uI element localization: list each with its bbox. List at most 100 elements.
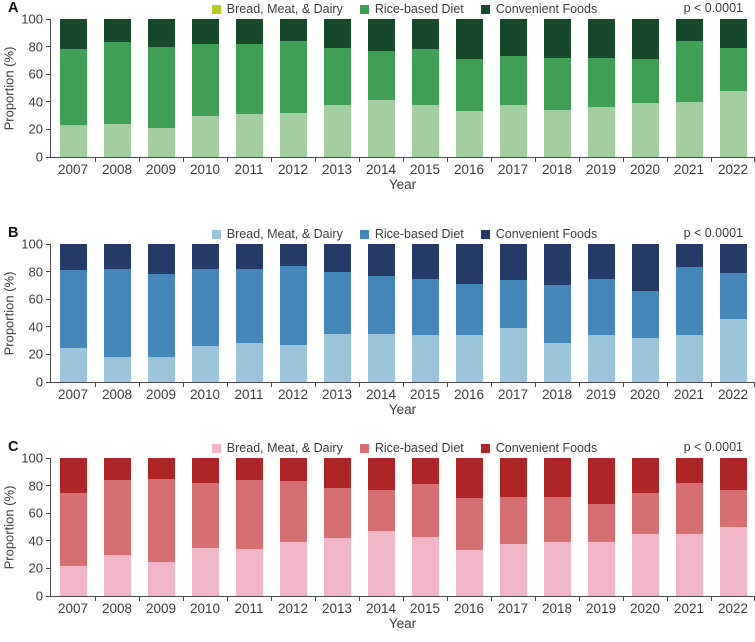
panel-a: A Bread, Meat, & Dairy Rice-based Diet C… <box>0 0 755 214</box>
bar-segment <box>719 90 747 157</box>
legend-item: Bread, Meat, & Dairy <box>211 227 343 241</box>
bar-segment <box>675 19 703 42</box>
bar-segment <box>587 57 615 108</box>
bar-segment <box>631 290 659 338</box>
x-tick-mark <box>579 597 580 601</box>
stacked-bar-2017 <box>499 458 527 596</box>
y-axis-title-c: Proportion (%) <box>1 485 17 569</box>
legend-swatch-convenient-foods <box>480 4 490 14</box>
x-tick-label: 2022 <box>717 387 749 402</box>
stacked-bar-2014 <box>367 244 395 382</box>
panel-b: B Bread, Meat, & Dairy Rice-based Diet C… <box>0 214 755 428</box>
x-tick-mark <box>403 383 404 387</box>
stacked-bar-2015 <box>411 244 439 382</box>
y-tick-mark <box>46 101 50 103</box>
bar-segment <box>191 268 219 347</box>
y-axis-a: 0 20 40 60 80 100 <box>18 13 50 164</box>
bar-segment <box>411 49 439 105</box>
x-tick-label: 2013 <box>321 162 353 177</box>
x-axis-title-b: Year <box>388 402 417 417</box>
x-tick-label: 2014 <box>365 162 397 177</box>
legend-label: Convenient Foods <box>495 227 598 241</box>
x-tick-mark <box>271 383 272 387</box>
panel-label-a: A <box>8 0 19 16</box>
bar-segment <box>323 271 351 334</box>
panel-b-header: B Bread, Meat, & Dairy Rice-based Diet C… <box>0 225 755 243</box>
x-tick-label: 2017 <box>497 601 529 616</box>
stacked-bar-2021 <box>675 19 703 157</box>
x-tick-label: 2009 <box>145 601 177 616</box>
bar-segment <box>587 335 615 382</box>
legend-item: Rice-based Diet <box>359 2 464 16</box>
x-tick-label: 2011 <box>234 162 264 177</box>
y-tick-label: 80 <box>28 264 43 280</box>
x-tick-mark <box>95 383 96 387</box>
x-tick-mark <box>139 158 140 162</box>
p-value-a: p < 0.0001 <box>683 1 743 15</box>
stacked-bar-2014 <box>367 458 395 596</box>
bar-segment <box>411 19 439 50</box>
bar-segment <box>675 101 703 157</box>
bar-segment <box>631 59 659 104</box>
y-axis-c: 0 20 40 60 80 100 <box>18 452 50 603</box>
bar-segment <box>147 357 175 382</box>
x-tick-label: 2012 <box>277 162 309 177</box>
stacked-bar-2022 <box>719 19 747 157</box>
bar-segment <box>631 103 659 157</box>
bar-segment <box>455 335 483 382</box>
x-tick-label: 2011 <box>234 387 264 402</box>
bar-segment <box>499 543 527 596</box>
bar-segment <box>235 480 263 550</box>
bar-segment <box>279 112 307 157</box>
bar-segment <box>279 244 307 267</box>
stacked-bar-2016 <box>455 244 483 382</box>
bar-segment <box>59 125 87 157</box>
bar-segment <box>719 273 747 319</box>
panel-c-header: C Bread, Meat, & Dairy Rice-based Diet C… <box>0 439 755 457</box>
bar-segment <box>499 328 527 382</box>
stacked-bar-2013 <box>323 19 351 157</box>
x-tick-mark <box>359 383 360 387</box>
bar-segment <box>147 458 175 479</box>
bar-segment <box>411 484 439 537</box>
bar-segment <box>719 318 747 382</box>
y-tick-label: 100 <box>21 11 43 27</box>
stacked-bar-2018 <box>543 19 571 157</box>
bar-segment <box>367 244 395 276</box>
legend-label: Bread, Meat, & Dairy <box>226 227 343 241</box>
legend-label: Bread, Meat, & Dairy <box>226 2 343 16</box>
y-tick-label: 80 <box>28 478 43 494</box>
y-tick-label: 40 <box>28 319 43 335</box>
bar-segment <box>147 561 175 596</box>
bar-segment <box>543 19 571 58</box>
x-tick-mark <box>535 597 536 601</box>
x-tick-mark <box>447 158 448 162</box>
legend-swatch-convenient-foods <box>480 229 490 239</box>
y-tick-label: 20 <box>28 560 43 576</box>
stacked-bar-2009 <box>147 458 175 596</box>
bar-segment <box>411 536 439 596</box>
bar-segment <box>235 268 263 344</box>
x-tick-label: 2009 <box>145 162 177 177</box>
bar-segment <box>235 114 263 157</box>
panel-a-header: A Bread, Meat, & Dairy Rice-based Diet C… <box>0 0 755 18</box>
bar-segment <box>279 542 307 596</box>
x-tick-mark <box>315 597 316 601</box>
x-tick-label: 2008 <box>101 162 133 177</box>
x-tick-mark <box>447 597 448 601</box>
x-tick-labels-b: 2007 2008 2009 2010 2011 2012 2013 2014 2015 2016… <box>51 383 755 402</box>
stacked-bar-2015 <box>411 458 439 596</box>
bar-segment <box>59 49 87 126</box>
x-tick-mark <box>315 383 316 387</box>
bar-segment <box>587 503 615 543</box>
stacked-bar-2020 <box>631 19 659 157</box>
bar-segment <box>323 47 351 105</box>
y-axis-title-a: Proportion (%) <box>1 46 17 130</box>
chart-b: Proportion (%) 0 20 40 60 80 100 2007 2008 2009… <box>0 238 755 417</box>
x-tick-mark <box>623 383 624 387</box>
y-tick-mark <box>46 353 50 355</box>
x-tick-label: 2021 <box>673 601 705 616</box>
legend-item: Bread, Meat, & Dairy <box>211 2 343 16</box>
bar-segment <box>455 244 483 285</box>
bar-segment <box>367 100 395 157</box>
